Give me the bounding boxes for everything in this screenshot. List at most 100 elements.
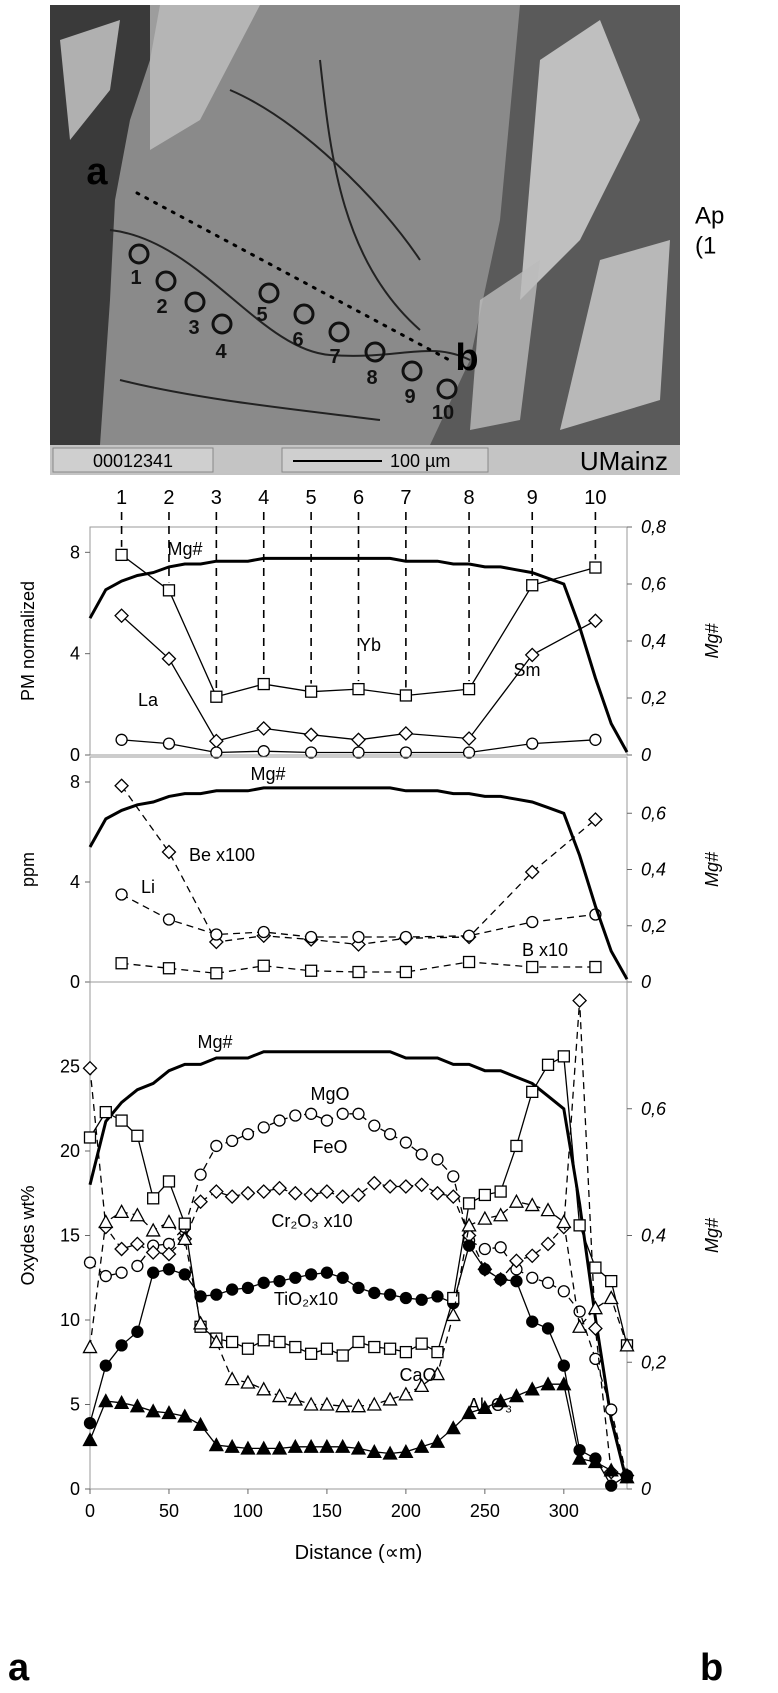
point-label: b xyxy=(455,337,478,379)
marker xyxy=(193,1194,208,1210)
y2-tick-label: 0 xyxy=(641,745,651,765)
marker xyxy=(210,746,223,759)
marker xyxy=(161,1405,177,1420)
marker xyxy=(83,1256,97,1269)
marker xyxy=(382,1391,398,1406)
mg-curve xyxy=(88,786,629,980)
marker xyxy=(399,930,413,944)
spot-label: 6 xyxy=(353,487,364,509)
y-tick-label: 8 xyxy=(70,542,80,562)
marker xyxy=(414,1378,430,1393)
marker xyxy=(178,1268,191,1281)
marker xyxy=(399,746,413,759)
y2-tick-label: 0,4 xyxy=(641,860,666,880)
marker xyxy=(162,913,176,926)
marker xyxy=(289,1109,302,1122)
marker xyxy=(257,745,270,758)
marker xyxy=(494,1185,507,1198)
y2-tick-label: 0,2 xyxy=(641,1352,666,1372)
marker xyxy=(147,1266,160,1279)
marker xyxy=(352,1335,365,1349)
series-label: Li xyxy=(141,877,155,897)
marker xyxy=(399,689,413,702)
y2-axis-title: Mg# xyxy=(702,1217,722,1253)
marker xyxy=(113,1203,130,1218)
marker xyxy=(526,737,539,750)
spot-label: 7 xyxy=(329,346,340,368)
marker xyxy=(272,1180,287,1196)
y2-tick-label: 0,2 xyxy=(641,916,666,936)
marker xyxy=(510,1274,523,1288)
marker xyxy=(225,1283,239,1296)
marker xyxy=(129,1398,145,1413)
marker xyxy=(557,1050,570,1063)
marker xyxy=(303,1187,319,1203)
marker xyxy=(447,1170,460,1183)
spot-label: 10 xyxy=(584,487,606,509)
marker xyxy=(304,1347,318,1360)
y-tick-label: 15 xyxy=(60,1226,80,1246)
marker xyxy=(131,1129,144,1142)
marker xyxy=(399,965,413,979)
marker xyxy=(320,1342,334,1355)
marker xyxy=(304,930,318,944)
marker xyxy=(541,1322,555,1335)
marker xyxy=(573,1219,586,1232)
marker xyxy=(526,1271,539,1284)
sample-id: 00012341 xyxy=(93,451,173,471)
series-label: Mg# xyxy=(167,539,202,559)
marker xyxy=(445,1420,461,1435)
marker xyxy=(589,960,602,974)
series-line xyxy=(89,1000,628,1477)
marker xyxy=(161,844,177,860)
marker xyxy=(605,1403,618,1416)
panel-label: b xyxy=(700,1647,723,1689)
marker xyxy=(399,1136,413,1149)
marker xyxy=(478,1242,492,1256)
y2-tick-label: 0,4 xyxy=(641,1226,666,1246)
marker xyxy=(366,1443,382,1458)
spot-label: 2 xyxy=(156,296,167,318)
marker xyxy=(145,1222,161,1237)
series-label: FeO xyxy=(312,1137,347,1157)
marker xyxy=(541,1058,555,1071)
y-tick-label: 0 xyxy=(70,745,80,765)
marker xyxy=(83,1416,97,1430)
marker xyxy=(526,1085,539,1098)
marker xyxy=(145,1403,161,1418)
marker xyxy=(382,1179,398,1194)
marker xyxy=(352,1107,365,1120)
marker xyxy=(208,733,224,749)
marker xyxy=(257,959,270,972)
marker xyxy=(399,1291,413,1305)
marker xyxy=(273,1274,286,1288)
marker xyxy=(351,1187,366,1203)
marker xyxy=(587,613,603,629)
y-axis-title: ppm xyxy=(18,852,38,887)
marker xyxy=(383,1342,397,1355)
spot-label: 7 xyxy=(400,487,411,509)
y-tick-label: 10 xyxy=(60,1310,80,1330)
marker xyxy=(589,561,602,574)
scale-label: 100 µm xyxy=(390,451,450,471)
marker xyxy=(304,1107,318,1120)
crack xyxy=(109,59,471,421)
marker xyxy=(114,1241,130,1257)
marker xyxy=(382,1445,398,1460)
marker xyxy=(289,1271,302,1284)
marker xyxy=(366,1396,382,1411)
marker xyxy=(398,1443,414,1458)
marker xyxy=(320,1114,334,1127)
marker xyxy=(178,1217,191,1230)
marker xyxy=(162,584,176,597)
spot-label: 4 xyxy=(215,341,227,363)
marker xyxy=(350,1398,367,1413)
marker xyxy=(462,746,476,759)
marker xyxy=(162,737,176,750)
series-label: Mg# xyxy=(250,764,285,784)
marker xyxy=(162,1263,176,1276)
marker xyxy=(82,1060,98,1076)
y2-tick-label: 0,6 xyxy=(641,1099,667,1119)
marker xyxy=(589,733,602,746)
